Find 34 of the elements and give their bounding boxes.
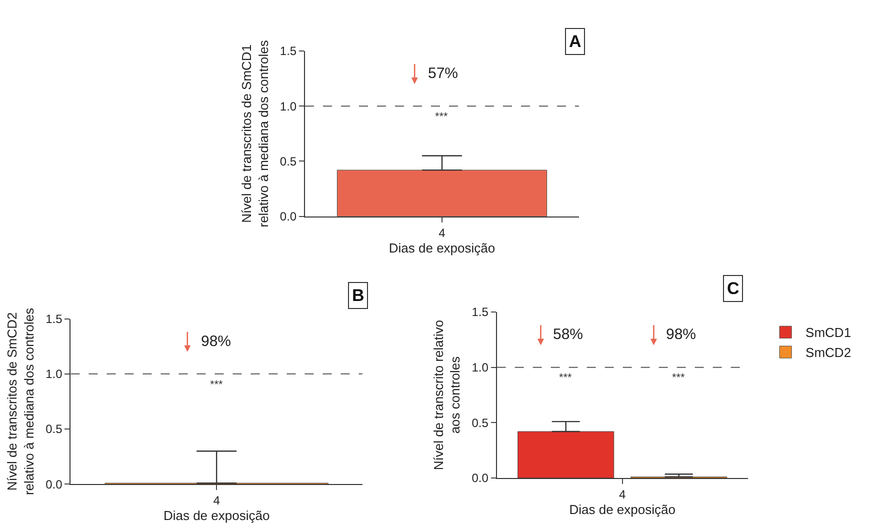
y-axis-title: Nível de transcritos de SmCD2 relativo à mediana dos controles xyxy=(4,307,37,496)
y-tick-label: 1.0 xyxy=(472,360,489,375)
annotation: 98% xyxy=(666,326,696,343)
y-tick-label: 1.5 xyxy=(280,44,297,58)
annotation: 98% xyxy=(201,333,232,350)
text: B xyxy=(352,286,364,305)
y-axis-title: Nível de transcrito relativo aos controles xyxy=(430,320,463,470)
annotation: *** xyxy=(210,379,224,391)
x-tick-label: 4 xyxy=(618,487,626,502)
y-tick-label: 0.5 xyxy=(472,416,489,430)
annotation: *** xyxy=(559,372,573,384)
x-axis-title: Dias de exposição xyxy=(163,508,270,524)
y-tick-label: 0.5 xyxy=(280,154,297,168)
legend-label: SmCD1 xyxy=(806,325,852,340)
annotation: *** xyxy=(672,372,686,384)
y-tick-label: 1.5 xyxy=(46,312,63,326)
y-tick-label: 0.0 xyxy=(280,210,297,224)
y-tick-label: 0.0 xyxy=(46,477,63,492)
text: C xyxy=(727,279,740,298)
legend-label: SmCD2 xyxy=(806,345,852,360)
y-axis-title: Nível de transcritos de SmCD1 relativo à mediana dos controles xyxy=(238,40,271,228)
y-tick-label: 0.0 xyxy=(472,471,489,486)
x-tick-label: 4 xyxy=(438,226,446,240)
text: A xyxy=(569,32,582,51)
y-tick-label: 1.0 xyxy=(280,99,297,114)
y-tick-label: 0.5 xyxy=(46,422,63,436)
annotation: 58% xyxy=(553,326,584,343)
y-tick-label: 1.5 xyxy=(472,305,489,320)
y-tick-label: 1.0 xyxy=(46,367,63,382)
x-axis-title: Dias de exposição xyxy=(569,502,676,517)
annotation: 57% xyxy=(428,65,458,82)
x-tick-label: 4 xyxy=(213,494,220,508)
annotation: *** xyxy=(435,111,449,123)
x-axis-title: Dias de exposição xyxy=(388,240,496,256)
